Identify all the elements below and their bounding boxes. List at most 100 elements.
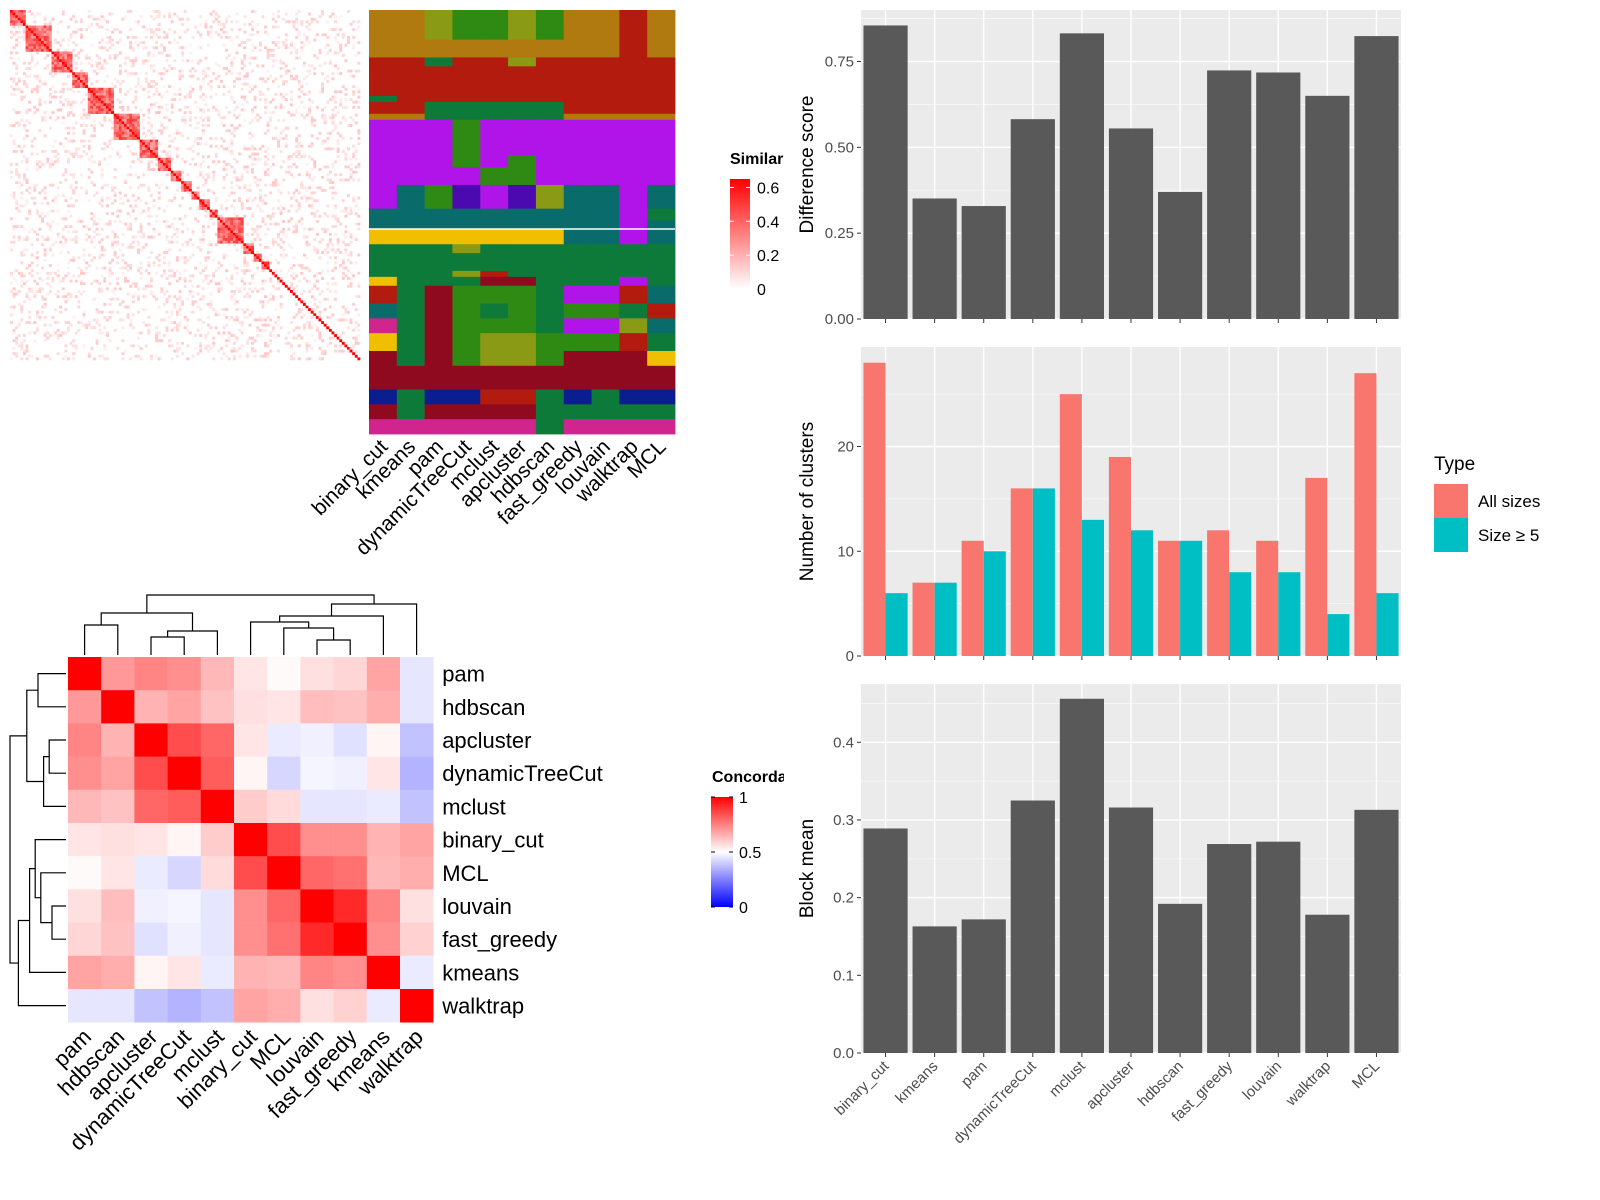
similarity-cell <box>212 214 216 218</box>
similarity-cell <box>90 181 94 184</box>
similarity-cell <box>220 264 223 267</box>
similarity-cell <box>207 173 210 177</box>
similarity-cell <box>318 336 322 340</box>
similarity-cell <box>245 295 249 299</box>
similarity-cell <box>328 305 332 309</box>
similarity-cell <box>137 134 140 138</box>
similarity-cell <box>336 147 340 151</box>
similarity-cell <box>43 41 47 44</box>
similarity-cell <box>95 266 99 270</box>
similarity-cell <box>194 100 197 104</box>
similarity-cell <box>54 51 57 55</box>
similarity-cell <box>310 134 314 138</box>
similarity-cell <box>191 302 195 306</box>
similarity-cell <box>98 95 102 99</box>
similarity-cell <box>284 142 288 146</box>
similarity-cell <box>227 222 231 226</box>
similarity-cell <box>54 321 57 324</box>
assignment-cell <box>508 184 537 210</box>
similarity-cell <box>230 274 234 278</box>
similarity-cell <box>256 256 260 260</box>
similarity-cell <box>105 28 109 32</box>
similarity-cell <box>321 290 324 293</box>
similarity-cell <box>261 282 265 286</box>
similarity-cell <box>137 77 140 81</box>
similarity-cell <box>300 222 304 226</box>
cluster-assignment-heatmap: binary_cutkmeanspamdynamicTreeCutmclusta… <box>308 10 676 560</box>
similarity-cell <box>113 328 117 332</box>
similarity-cell <box>56 69 60 73</box>
assignment-cell <box>452 270 481 278</box>
similarity-cell <box>157 28 161 32</box>
similarity-cell <box>326 51 330 55</box>
similarity-cell <box>116 121 120 125</box>
similarity-cell <box>175 240 179 244</box>
similarity-cell <box>118 266 122 270</box>
similarity-cell <box>256 326 260 330</box>
similarity-cell <box>43 248 47 252</box>
assignment-cell <box>369 184 398 210</box>
similarity-cell <box>43 67 47 70</box>
similarity-cell <box>33 295 37 299</box>
similarity-cell <box>124 118 127 122</box>
similarity-cell <box>67 225 70 229</box>
similarity-cell <box>199 199 203 203</box>
similarity-cell <box>284 80 288 83</box>
similarity-cell <box>181 170 184 174</box>
similarity-cell <box>46 277 50 280</box>
similarity-cell <box>266 315 270 319</box>
similarity-cell <box>188 274 192 278</box>
similarity-cell <box>74 240 78 244</box>
assignment-cell <box>452 10 481 29</box>
similarity-cell <box>232 207 236 210</box>
similarity-cell <box>339 251 343 254</box>
similarity-cell <box>82 131 86 135</box>
similarity-cell <box>46 30 50 34</box>
similarity-cell <box>100 95 104 99</box>
similarity-cell <box>313 38 317 42</box>
similarity-cell <box>251 111 254 114</box>
similarity-cell <box>287 220 291 223</box>
similarity-cell <box>155 220 159 223</box>
similarity-cell <box>129 59 133 63</box>
similarity-cell <box>105 222 109 226</box>
similarity-cell <box>240 308 244 312</box>
similarity-cell <box>258 92 262 96</box>
similarity-cell <box>173 217 177 221</box>
similarity-cell <box>188 111 192 114</box>
similarity-cell <box>121 357 125 361</box>
similarity-cell <box>251 43 254 47</box>
similarity-cell <box>139 199 143 203</box>
similarity-cell <box>235 235 239 239</box>
similarity-cell <box>181 59 184 63</box>
similarity-cell <box>235 217 239 221</box>
similarity-cell <box>269 292 273 296</box>
concordance-cell <box>300 922 334 957</box>
similarity-cell <box>46 282 50 286</box>
similarity-cell <box>147 256 151 260</box>
similarity-cell <box>344 209 348 213</box>
similarity-cell <box>147 121 151 125</box>
dendrogram-branch <box>17 919 66 1007</box>
similarity-cell <box>232 354 236 358</box>
similarity-cell <box>100 92 104 96</box>
similarity-cell <box>308 279 312 283</box>
similarity-cell <box>129 10 133 13</box>
similarity-cell <box>72 59 76 63</box>
similarity-cell <box>80 28 83 32</box>
similarity-cell <box>183 10 187 13</box>
assignment-cell <box>563 318 592 334</box>
similarity-cell <box>235 222 239 226</box>
similarity-cell <box>173 305 177 309</box>
similarity-cell <box>341 305 345 309</box>
similarity-cell <box>357 207 361 210</box>
similarity-cell <box>305 162 309 166</box>
similarity-cell <box>300 46 304 50</box>
similarity-cell <box>232 157 236 161</box>
similarity-cell <box>183 256 187 260</box>
similarity-cell <box>214 92 218 96</box>
similarity-cell <box>165 116 169 120</box>
similarity-cell <box>131 207 135 210</box>
similarity-cell <box>284 72 288 76</box>
